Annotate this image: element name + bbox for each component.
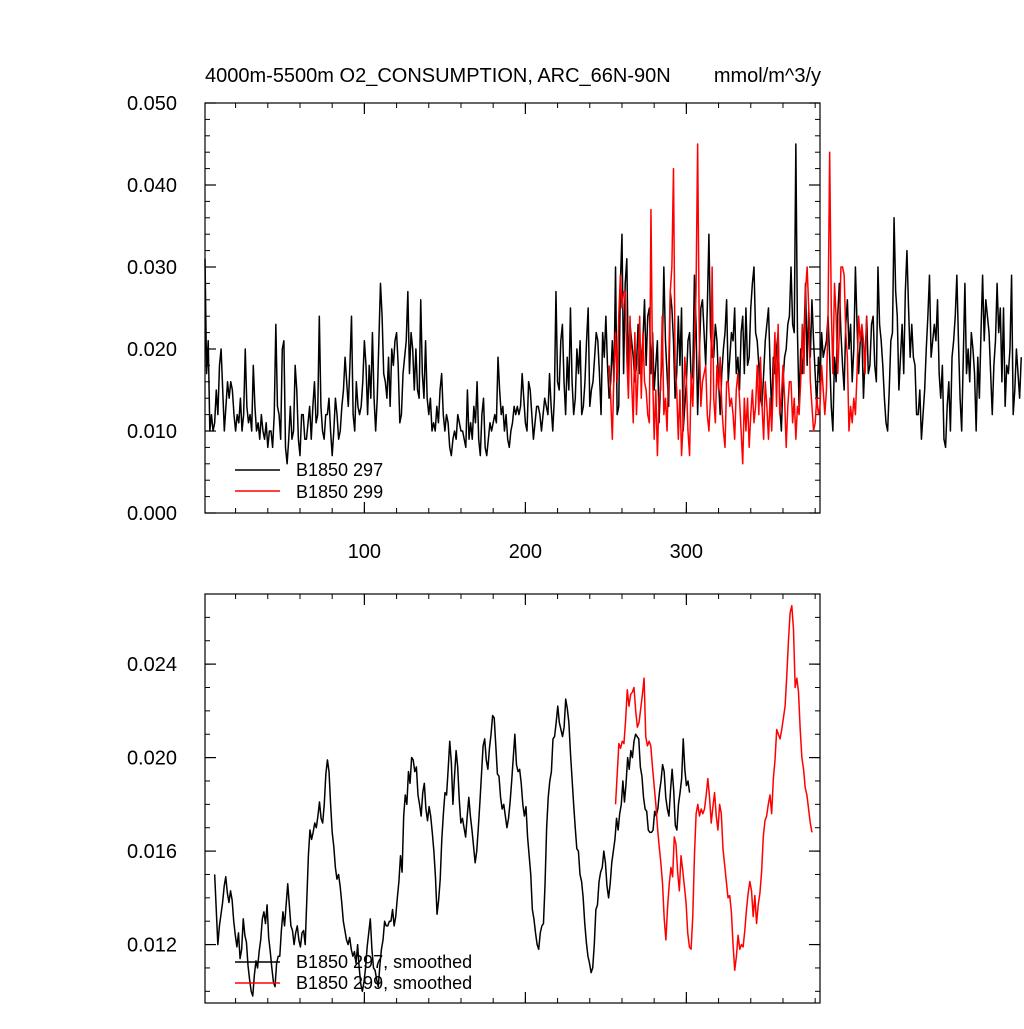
y-tick-label: 0.050 (127, 93, 177, 115)
series-line-b1850-299 (608, 143, 868, 465)
legend-label: B1850 297, smoothed (296, 952, 472, 972)
x-tick-label: 200 (509, 541, 542, 563)
minor-ticks (205, 593, 820, 1003)
series-lines (213, 604, 813, 997)
legend: B1850 297 B1850 299 (235, 460, 383, 502)
plot-frame (204, 102, 821, 514)
legend-label: B1850 297 (296, 460, 383, 480)
series-line-b1850-297-smoothed (213, 698, 691, 997)
legend-label: B1850 299, smoothed (296, 973, 472, 993)
chart-title: 4000m-5500m O2_CONSUMPTION, ARC_66N-90N (205, 65, 671, 87)
major-ticks (205, 594, 820, 1003)
major-ticks (205, 102, 820, 514)
y-tick-label: 0.030 (127, 257, 177, 279)
y-tick-labels: 0.012 0.016 0.020 0.024 (127, 654, 177, 956)
top-plot-panel: 4000m-5500m O2_CONSUMPTION, ARC_66N-90N … (127, 65, 1022, 563)
y-tick-label: 0.040 (127, 175, 177, 197)
y-tick-label: 0.000 (127, 503, 177, 525)
y-tick-label: 0.020 (127, 339, 177, 361)
minor-ticks (205, 102, 820, 514)
x-tick-label: 300 (670, 541, 703, 563)
y-tick-labels: 0.000 0.010 0.020 0.030 0.040 0.050 (127, 93, 177, 525)
x-tick-label: 100 (348, 541, 381, 563)
plot-frame (204, 593, 821, 1004)
y-tick-label: 0.010 (127, 421, 177, 443)
series-line-b1850-299-smoothed (614, 604, 813, 972)
y-tick-label: 0.016 (127, 841, 177, 863)
legend-label: B1850 299 (296, 482, 383, 502)
units-label: mmol/m^3/y (714, 65, 821, 87)
x-tick-labels: 100 200 300 (348, 541, 703, 563)
y-tick-label: 0.024 (127, 654, 177, 676)
y-tick-label: 0.012 (127, 935, 177, 957)
legend: B1850 297, smoothed B1850 299, smoothed (235, 952, 472, 993)
y-tick-label: 0.020 (127, 748, 177, 770)
bottom-plot-panel: 0.012 0.016 0.020 0.024 B1850 297, smoothed… (127, 593, 821, 1004)
series-lines (204, 143, 1022, 465)
series-line-b1850-297 (204, 143, 1022, 465)
